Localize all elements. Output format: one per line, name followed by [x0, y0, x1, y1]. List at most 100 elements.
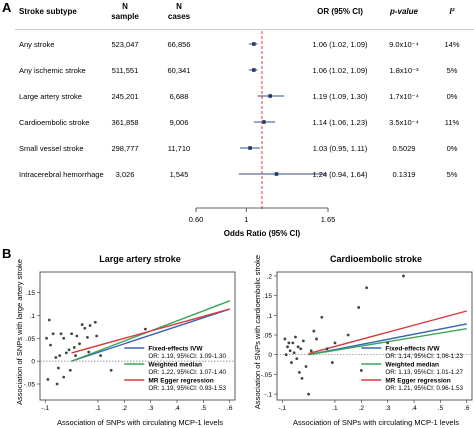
row-or-text: 1.06 (1.02, 1.09) — [312, 40, 368, 49]
plot-frame — [39, 271, 236, 401]
header-i2: I² — [450, 7, 455, 16]
row-sample: 298,777 — [111, 144, 138, 153]
snp-point — [86, 335, 89, 339]
snp-point — [88, 324, 92, 327]
header-cases-n: N — [176, 2, 182, 11]
legend-detail: OR: 1.19, 95%CI: 0.93-1.53 — [148, 385, 226, 392]
legend-label: Weighted median — [148, 362, 202, 369]
snp-point — [70, 332, 74, 336]
snp-point — [301, 339, 305, 343]
snp-point — [58, 354, 62, 358]
row-p-value: 0.5029 — [393, 144, 416, 153]
scatter-xlabel: Association of SNPs with circulating MCP… — [293, 418, 459, 427]
snp-point — [292, 351, 296, 355]
regression-line-egger — [71, 308, 230, 354]
y-tick-label: 0 — [268, 352, 272, 359]
snp-point — [325, 347, 329, 351]
or-point — [252, 42, 256, 46]
snp-point — [359, 369, 363, 372]
scatter-title: Cardioembolic stroke — [330, 254, 422, 264]
snp-point — [386, 341, 390, 345]
snp-point — [287, 341, 291, 345]
snp-point — [402, 274, 405, 278]
row-subtype: Intracerebral hemorrhage — [19, 170, 104, 179]
row-subtype: Small vessel stroke — [19, 144, 84, 153]
row-i2: 5% — [447, 170, 458, 179]
or-point — [248, 146, 252, 150]
row-p-value: 9.0x10⁻⁴ — [389, 40, 419, 49]
legend-detail: OR: 1.14, 95%CI: 1.06-1.23 — [385, 353, 463, 360]
snp-point — [144, 327, 147, 331]
y-tick-label: -.1 — [264, 392, 272, 399]
snp-point — [62, 375, 66, 379]
row-cases: 11,710 — [168, 144, 190, 153]
row-sample: 523,047 — [111, 40, 138, 49]
y-tick-label: -.05 — [261, 372, 273, 379]
x-tick-label: .4 — [174, 405, 180, 412]
legend-label: Fixed-effects IVW — [385, 346, 440, 353]
snp-point — [55, 382, 59, 386]
snp-point — [80, 323, 84, 326]
snp-point — [75, 334, 79, 338]
x-tick-label: .3 — [385, 405, 391, 412]
row-p-value: 0.1319 — [393, 170, 416, 179]
x-tick-label: -.1 — [278, 405, 286, 412]
snp-point — [312, 329, 316, 333]
snp-point — [315, 337, 318, 341]
y-tick-label: .2 — [267, 273, 273, 280]
row-subtype: Any ischemic stroke — [19, 66, 86, 75]
snp-point — [296, 345, 300, 349]
or-point — [262, 120, 266, 124]
x-tick-label: -.1 — [41, 405, 49, 412]
row-or-text: 1.24 (0.94, 1.64) — [312, 170, 368, 179]
panel-a-forest-plot: A Stroke subtype N sample N cases OR (95… — [2, 0, 474, 238]
x-tick-label: 1 — [244, 215, 248, 224]
snp-point — [93, 320, 97, 324]
snp-point — [304, 365, 308, 368]
snp-point — [57, 366, 60, 370]
row-p-value: 3.5x10⁻⁴ — [389, 118, 419, 127]
snp-point — [109, 368, 113, 372]
snp-point — [290, 361, 293, 364]
row-sample: 361,858 — [111, 118, 138, 127]
y-tick-label: .05 — [26, 336, 35, 343]
header-sample-n: N — [122, 2, 128, 11]
snp-point — [365, 286, 368, 290]
x-tick-label: .2 — [359, 405, 365, 412]
snp-point — [294, 335, 297, 339]
row-i2: 11% — [445, 118, 460, 127]
snp-point — [51, 332, 55, 336]
regression-line-ivw — [71, 308, 230, 362]
snp-point — [307, 392, 311, 396]
row-subtype: Any stroke — [19, 40, 54, 49]
snp-point — [330, 361, 334, 364]
regression-line-ivw — [308, 323, 467, 356]
snp-point — [54, 356, 58, 359]
snp-point — [62, 336, 66, 340]
snp-point — [49, 343, 52, 347]
snp-point — [67, 348, 71, 352]
scatter-large-artery: Large artery stroke -.05 0 .05 .1 .15 -.1 .1 .2.… — [15, 254, 236, 427]
snp-point — [87, 350, 91, 354]
row-i2: 0% — [447, 144, 458, 153]
x-tick-label: .5 — [438, 405, 444, 412]
y-tick-label: .05 — [263, 333, 272, 340]
row-i2: 14% — [444, 40, 459, 49]
snp-point — [45, 336, 48, 340]
snp-point — [99, 354, 103, 358]
snp-point — [309, 349, 313, 353]
snp-point — [72, 346, 76, 349]
header-p: p-value — [389, 7, 419, 16]
snp-point — [283, 337, 287, 341]
y-tick-label: 0 — [31, 359, 35, 366]
row-cases: 9,006 — [170, 118, 189, 127]
regression-line-egger — [308, 310, 467, 355]
legend-label: MR Egger regression — [385, 378, 450, 385]
row-cases: 66,856 — [168, 40, 191, 49]
y-tick-label: .1 — [30, 313, 36, 320]
x-tick-label: .2 — [122, 405, 128, 412]
row-or-text: 1.19 (1.09, 1.30) — [312, 92, 368, 101]
snp-point — [346, 333, 350, 337]
snp-point — [68, 368, 72, 372]
